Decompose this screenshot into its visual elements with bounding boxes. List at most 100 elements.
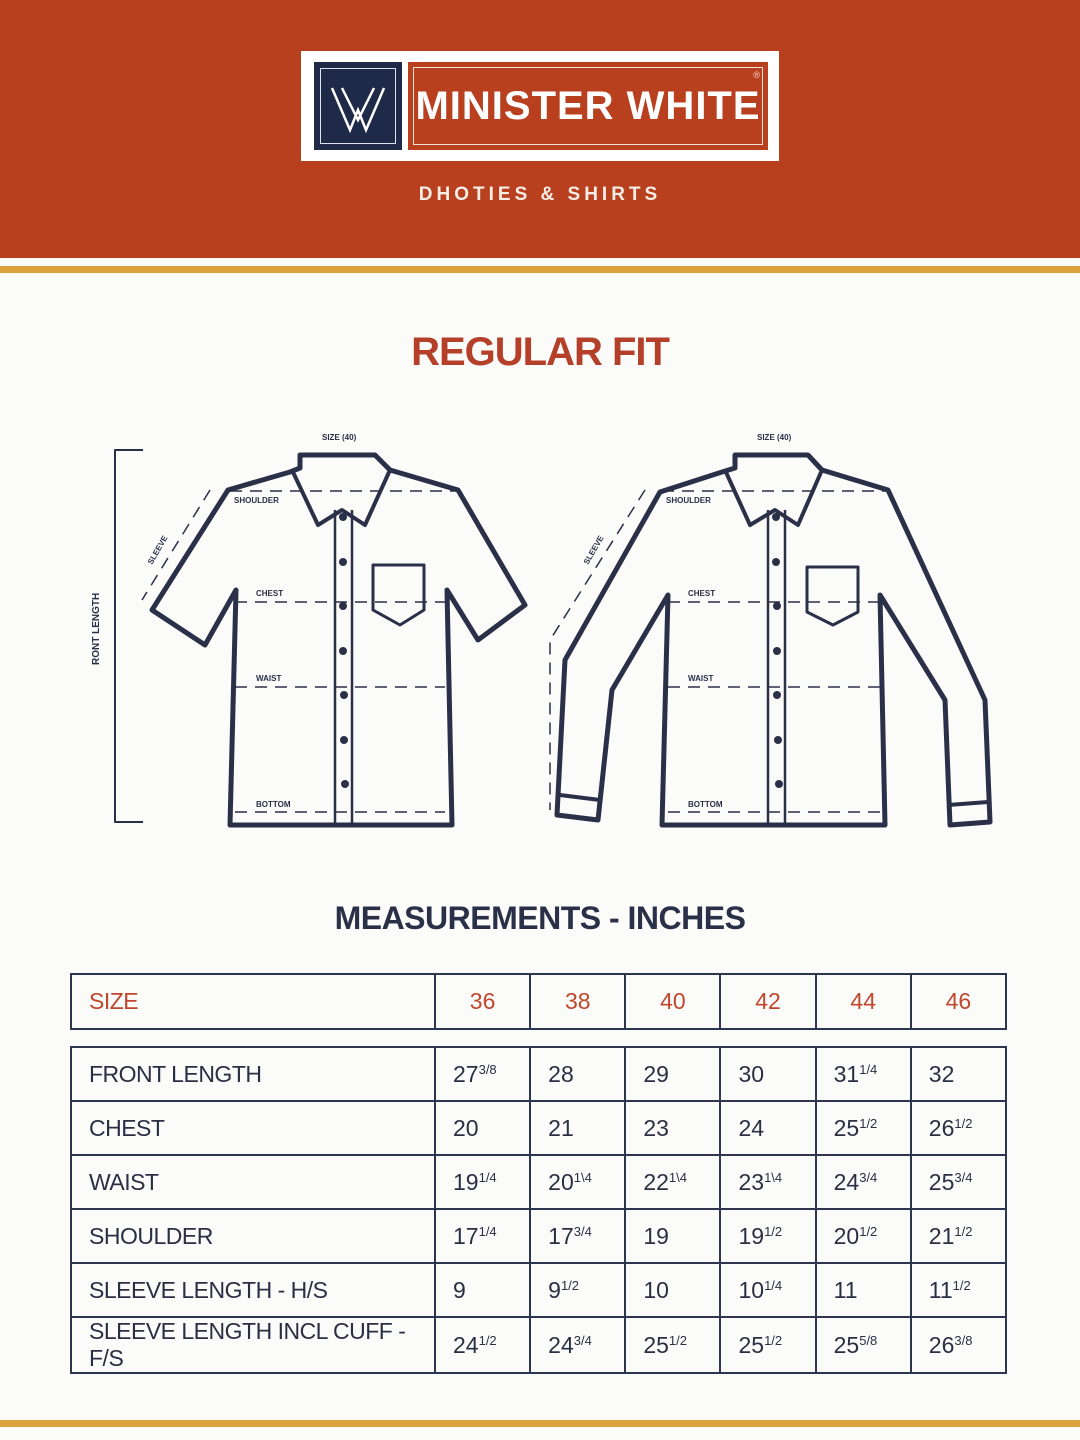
brand-header: MINISTER WHITE ® DHOTIES & SHIRTS <box>0 0 1080 258</box>
row-label: WAIST <box>70 1154 436 1210</box>
whole-value: 31 <box>833 1060 860 1087</box>
fraction-value: 3/4 <box>954 1169 973 1185</box>
fraction-value: 1/2 <box>478 1332 497 1348</box>
measurement-cell: 241/2 <box>433 1316 532 1374</box>
measurement-cell: 243/4 <box>814 1154 912 1210</box>
whole-value: 10 <box>738 1276 765 1303</box>
whole-value: 24 <box>833 1168 860 1195</box>
measurement-cell: 191/2 <box>719 1208 817 1264</box>
measurement-cell: 201/2 <box>814 1208 912 1264</box>
measurement-cell: 311/4 <box>814 1046 912 1102</box>
gold-divider-bottom <box>0 1420 1080 1427</box>
whole-value: 17 <box>548 1222 574 1249</box>
gold-divider-top <box>0 266 1080 273</box>
measurement-cell: 9 <box>433 1262 532 1318</box>
measurement-cell: 101/4 <box>719 1262 817 1318</box>
whole-value: 32 <box>928 1060 955 1087</box>
measurements-table: FRONT LENGTH 273/8 28 29 30 311/4 32 CHEST 20 21 2… <box>70 1046 1008 1374</box>
waist-label-long: WAIST <box>688 674 713 683</box>
bottom-label-long: BOTTOM <box>688 800 723 809</box>
size-label-long: SIZE (40) <box>757 433 792 442</box>
size-42: 42 <box>719 973 817 1030</box>
measurement-cell: 231\4 <box>719 1154 817 1210</box>
whole-value: 25 <box>928 1168 955 1195</box>
shoulder-label-long: SHOULDER <box>666 496 711 505</box>
fraction-value: 3/8 <box>954 1332 973 1348</box>
measurement-cell: 23 <box>624 1100 722 1156</box>
measurement-cell: 20 <box>433 1100 532 1156</box>
whole-value: 24 <box>548 1331 574 1358</box>
measurement-cell: 10 <box>624 1262 722 1318</box>
size-36: 36 <box>433 973 532 1030</box>
whole-value: 25 <box>643 1331 669 1358</box>
shirt-diagrams: SIZE (40) SHOULDER CHEST WAIST BOTTOM SL… <box>91 433 993 828</box>
size-40: 40 <box>624 973 722 1030</box>
fraction-value: 3/4 <box>573 1332 592 1348</box>
whole-value: 23 <box>738 1168 765 1195</box>
bottom-label: BOTTOM <box>256 800 291 809</box>
measurement-cell: 29 <box>624 1046 722 1102</box>
table-row: SLEEVE LENGTH INCL CUFF - F/S 241/2 243/4 2… <box>70 1316 1008 1374</box>
measurements-title: MEASUREMENTS - INCHES <box>334 900 746 936</box>
measurement-cell: 32 <box>909 1046 1008 1102</box>
row-label: SHOULDER <box>70 1208 436 1264</box>
measurement-cell: 243/4 <box>529 1316 627 1374</box>
table-row: SLEEVE LENGTH - H/S 9 91/2 10 101/4 11 111/2 <box>70 1262 1008 1318</box>
measurement-cell: 255/8 <box>814 1316 912 1374</box>
fraction-value: 3/4 <box>859 1169 878 1185</box>
whole-value: 25 <box>738 1331 765 1358</box>
whole-value: 9 <box>548 1276 561 1303</box>
measurement-cell: 111/2 <box>909 1262 1008 1318</box>
front-length-label: RONT LENGTH <box>91 593 102 665</box>
long-sleeve-shirt-diagram <box>554 452 993 828</box>
fraction-value: 1/2 <box>668 1332 687 1348</box>
table-row: FRONT LENGTH 273/8 28 29 30 311/4 32 <box>70 1046 1008 1102</box>
fraction-value: 5/8 <box>859 1332 878 1348</box>
measurement-cell: 263/8 <box>909 1316 1008 1374</box>
measurement-cell: 251/2 <box>624 1316 722 1374</box>
fraction-value: 1/2 <box>764 1332 783 1348</box>
whole-value: 19 <box>453 1168 479 1195</box>
measurement-cell: 173/4 <box>529 1208 627 1264</box>
whole-value: 17 <box>453 1222 479 1249</box>
whole-value: 24 <box>453 1331 479 1358</box>
whole-value: 11 <box>833 1276 858 1303</box>
measurement-cell: 201\4 <box>529 1154 627 1210</box>
whole-value: 9 <box>453 1276 466 1303</box>
measurement-cell: 273/8 <box>433 1046 532 1102</box>
whole-value: 21 <box>548 1114 574 1141</box>
whole-value: 20 <box>453 1114 479 1141</box>
page-title: REGULAR FIT <box>411 330 670 374</box>
measurement-cell: 24 <box>719 1100 817 1156</box>
size-46: 46 <box>909 973 1008 1030</box>
size-header-label: SIZE <box>70 973 436 1030</box>
row-label: SLEEVE LENGTH - H/S <box>70 1262 436 1318</box>
row-label: FRONT LENGTH <box>70 1046 436 1102</box>
measurement-cell: 251/2 <box>719 1316 817 1374</box>
measurement-cell: 91/2 <box>529 1262 627 1318</box>
whole-value: 25 <box>833 1331 860 1358</box>
brand-tagline: DHOTIES & SHIRTS <box>418 184 662 205</box>
fraction-value: 1/2 <box>952 1277 971 1293</box>
fraction-value: 1/2 <box>954 1223 973 1239</box>
fraction-value: 1/4 <box>478 1169 497 1185</box>
w-monogram-icon <box>314 62 402 150</box>
whole-value: 19 <box>738 1222 765 1249</box>
whole-value: 20 <box>833 1222 860 1249</box>
brand-name-box: MINISTER WHITE ® <box>408 62 768 150</box>
fraction-value: 1/4 <box>478 1223 497 1239</box>
whole-value: 11 <box>928 1276 953 1303</box>
row-label: SLEEVE LENGTH INCL CUFF - F/S <box>70 1316 436 1374</box>
registered-mark: ® <box>753 70 760 80</box>
whole-value: 21 <box>928 1222 955 1249</box>
measurement-cell: 191/4 <box>433 1154 532 1210</box>
size-44: 44 <box>814 973 912 1030</box>
size-label: SIZE (40) <box>322 433 357 442</box>
measurement-cell: 261/2 <box>909 1100 1008 1156</box>
whole-value: 26 <box>928 1114 955 1141</box>
chest-label: CHEST <box>256 589 283 598</box>
fraction-value: 1/2 <box>560 1277 580 1293</box>
whole-value: 22 <box>643 1168 669 1195</box>
size-header-row: SIZE 36 38 40 42 44 46 <box>70 973 1008 1030</box>
measurement-cell: 21 <box>529 1100 627 1156</box>
